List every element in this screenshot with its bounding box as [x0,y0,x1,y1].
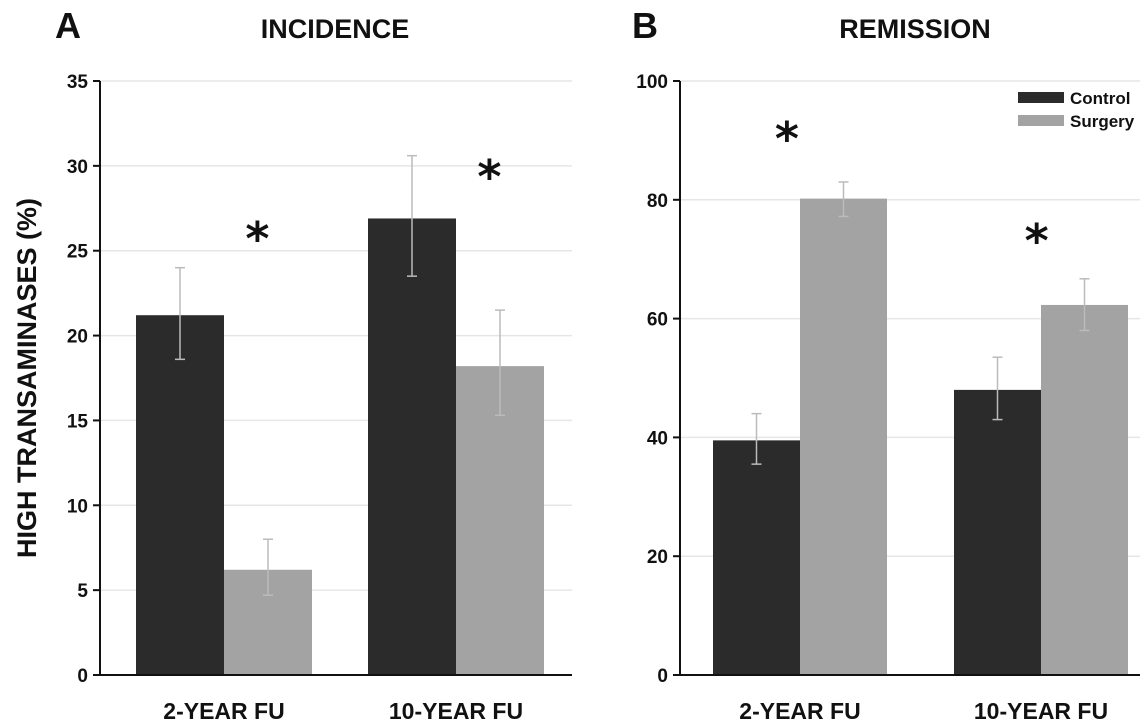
chart-a-y-tick-label: 25 [67,242,89,263]
chart-b-significance-star: * [1025,214,1049,268]
chart-b-plot: 0 20 40 60 80 100 * 2-YEAR FU * 10-YEAR FU [636,72,1140,724]
chart-b-bar-control [954,389,1041,675]
chart-b-bar-surgery [1041,304,1128,675]
chart-a-bar-control [136,315,224,675]
chart-b-x-tick-label: 10-YEAR FU [974,698,1108,724]
panel-b-letter: B [632,5,658,46]
legend-label-surgery: Surgery [1070,112,1135,131]
chart-b-significance-star: * [775,112,799,166]
legend: Control Surgery [1018,89,1135,131]
y-axis-label: HIGH TRANSAMINASES (%) [12,198,42,558]
chart-a-y-tick-label: 10 [67,496,88,517]
chart-a-bar-control [368,218,456,675]
chart-a-significance-star: * [477,150,501,204]
chart-a-y-tick-label: 20 [67,327,88,348]
chart-a-y-tick-label: 0 [77,666,88,687]
chart-a-x-tick-label: 2-YEAR FU [163,698,284,724]
legend-label-control: Control [1070,89,1130,108]
chart-b-y-tick-label: 100 [636,72,668,93]
chart-b-y-tick-label: 20 [647,547,668,568]
chart-a-significance-star: * [245,212,269,266]
chart-a-y-tick-label: 30 [67,157,88,178]
chart-b-bar-control [713,440,800,675]
panel-b-title: REMISSION [839,14,991,44]
chart-a-y-tick-label: 35 [67,72,89,93]
chart-b-bar-surgery [800,198,887,675]
chart-a-bar-surgery [456,366,544,675]
chart-a-y-tick-label: 15 [67,411,89,432]
chart-b-y-tick-label: 0 [657,666,668,687]
chart-b-y-tick-label: 40 [647,428,668,449]
chart-b-x-tick-label: 2-YEAR FU [739,698,860,724]
legend-swatch-surgery [1018,115,1064,126]
chart-a-plot: 0 5 10 15 20 25 30 35 * 2-YEAR FU * 10-YEAR FU [67,72,572,724]
legend-swatch-control [1018,92,1064,103]
chart-b-y-tick-label: 80 [647,191,668,212]
chart-b-y-tick-label: 60 [647,310,668,331]
chart-a-y-tick-label: 5 [77,581,88,602]
panel-a-title: INCIDENCE [261,14,410,44]
panel-a-letter: A [55,5,81,46]
chart-a-x-tick-label: 10-YEAR FU [389,698,523,724]
